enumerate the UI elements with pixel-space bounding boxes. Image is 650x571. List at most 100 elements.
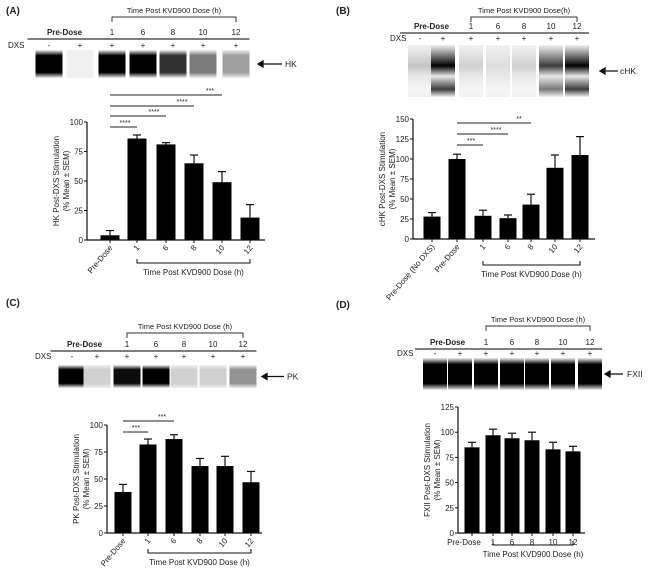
blot-lane	[578, 358, 602, 390]
dxs-sign: +	[95, 352, 100, 361]
significance-label: ***	[467, 138, 475, 145]
blot-lane	[486, 45, 510, 97]
x-tick-label: 12	[572, 242, 585, 255]
x-tick-label: 6	[510, 538, 515, 547]
dxs-sign: +	[441, 34, 446, 43]
time-header: 1	[110, 28, 115, 37]
y-tick-label: 125	[396, 135, 410, 144]
arrow-icon	[260, 372, 284, 381]
x-group-label: Time Post KVD900 Dose (h)	[481, 270, 582, 279]
y-tick-label: 75	[445, 453, 454, 462]
time-header: 6	[141, 28, 146, 37]
blot-lane	[222, 50, 250, 78]
x-tick-label: 1	[143, 536, 153, 546]
bar	[216, 466, 234, 533]
y-axis-label-line: (% Mean ± SEM)	[433, 439, 442, 500]
y-tick-label: 125	[441, 403, 455, 412]
bar	[485, 435, 501, 533]
bar	[522, 204, 540, 239]
pre-dose-header: Pre-Dose	[414, 22, 450, 31]
bar	[127, 138, 147, 240]
blot-lane	[66, 50, 94, 78]
y-tick-label: 0	[450, 529, 455, 538]
blot-lane	[142, 365, 170, 388]
x-tick-label: 1	[132, 243, 142, 253]
y-tick-label: 100	[441, 428, 455, 437]
time-header: 10	[547, 22, 556, 31]
x-tick-label: 8	[189, 243, 199, 253]
significance-label: ***	[158, 414, 166, 421]
x-tick-label: 10	[214, 243, 227, 256]
blot-lane	[129, 50, 157, 78]
y-tick-label: 75	[400, 175, 409, 184]
y-axis-label-line: (% Mean ± SEM)	[82, 448, 91, 509]
bar	[100, 235, 120, 240]
dxs-label: DXS	[8, 41, 24, 50]
y-axis-label-line: (% Mean ± SEM)	[62, 150, 71, 211]
band-label: cHK	[620, 66, 636, 76]
y-axis-label-line: FXII Post-DXS Stimulation	[423, 423, 432, 517]
band-label: FXII	[627, 369, 643, 379]
bar	[448, 159, 466, 239]
blot-lane	[58, 365, 86, 388]
band-label: PK	[287, 372, 299, 382]
significance-label: ***	[206, 88, 214, 95]
dxs-sign: +	[110, 41, 115, 50]
pre-dose-header: Pre-Dose	[67, 340, 103, 349]
blot-lane	[83, 365, 111, 388]
x-tick-label: 1	[478, 242, 488, 252]
time-header-title: Time Post KVD900 Dose (h)	[491, 315, 586, 324]
time-header: 10	[199, 28, 208, 37]
time-header: 1	[469, 22, 474, 31]
blot-lane	[474, 358, 498, 390]
blot-lane	[113, 365, 141, 388]
blot-lane	[408, 45, 432, 97]
y-tick-label: 50	[94, 475, 103, 484]
dxs-sign: +	[522, 34, 527, 43]
x-group-bracket	[147, 549, 252, 554]
significance-label: ****	[177, 99, 188, 106]
blot-lane	[512, 45, 536, 97]
blot-lane	[431, 45, 455, 97]
blot-lane	[170, 365, 198, 388]
x-tick-label: 10	[549, 538, 558, 547]
time-bracket	[470, 16, 578, 22]
y-tick-label: 50	[400, 195, 409, 204]
time-bracket	[126, 332, 244, 338]
bar	[545, 449, 561, 533]
dxs-sign: +	[182, 352, 187, 361]
x-group-label: Time Post KVD900 Dose (h)	[143, 268, 244, 277]
dxs-sign: +	[561, 349, 566, 358]
blot-lane	[539, 45, 563, 97]
significance-label: ****	[120, 120, 131, 127]
dxs-sign: -	[71, 352, 74, 361]
time-header: 12	[239, 340, 248, 349]
panel-label: (C)	[6, 298, 20, 309]
x-tick-label: Pre-Dose	[99, 536, 128, 568]
bar	[156, 144, 176, 240]
blot-lane	[551, 358, 575, 390]
bar	[240, 217, 260, 240]
dxs-sign: +	[201, 41, 206, 50]
band-label: HK	[285, 59, 297, 69]
arrow-icon	[598, 66, 618, 76]
time-header: 12	[586, 338, 595, 347]
time-header: 8	[171, 28, 176, 37]
y-tick-label: 25	[445, 504, 454, 513]
time-bracket	[111, 16, 237, 22]
time-bracket	[485, 325, 591, 331]
dxs-sign: +	[241, 352, 246, 361]
y-tick-label: 0	[99, 529, 104, 538]
y-axis-label: FXII Post-DXS Stimulation(% Mean ± SEM)	[423, 423, 442, 517]
x-tick-label: 10	[547, 242, 560, 255]
x-tick-label: 8	[195, 536, 205, 546]
dxs-sign: -	[48, 41, 51, 50]
dxs-sign: +	[510, 349, 515, 358]
bar	[114, 491, 132, 533]
dxs-sign: +	[154, 352, 159, 361]
arrow-icon	[603, 369, 623, 379]
dxs-sign: +	[484, 349, 489, 358]
dxs-sign: +	[575, 34, 580, 43]
